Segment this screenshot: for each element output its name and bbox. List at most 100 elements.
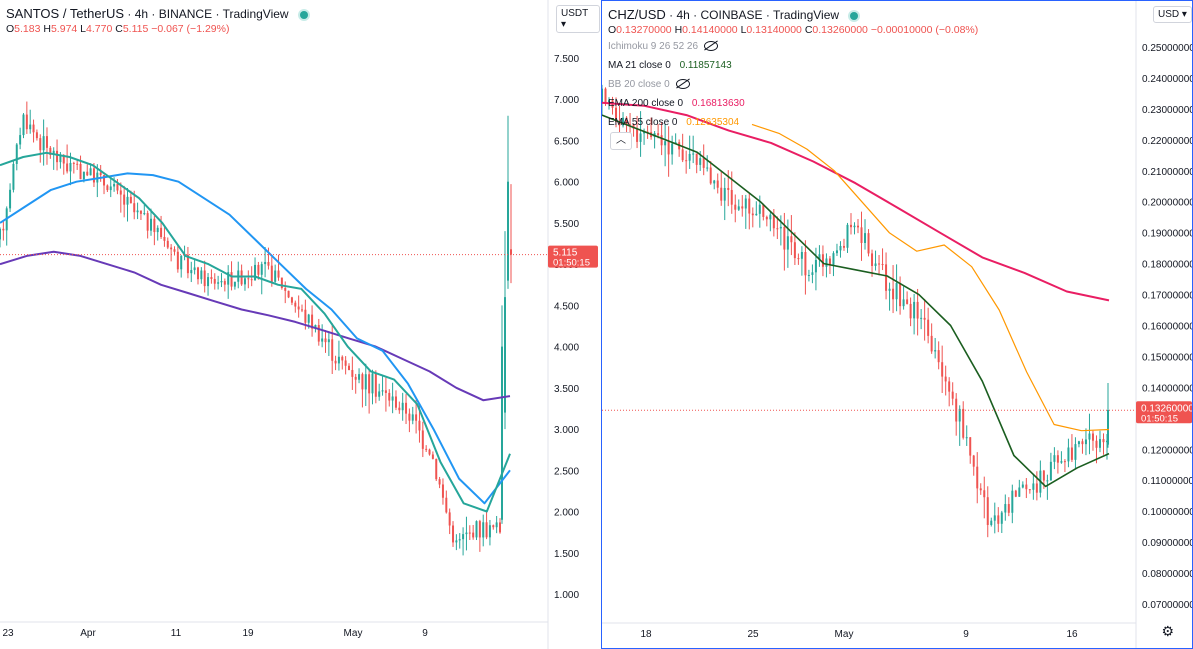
candle-body: [331, 339, 334, 361]
candle-body: [361, 374, 364, 390]
indicator-value: 0.12635304: [683, 117, 740, 128]
left-unit-selector[interactable]: USDT ▾: [556, 5, 600, 33]
candle-body: [317, 325, 320, 342]
candle-body: [608, 100, 611, 103]
right-low: 0.13140000: [746, 24, 802, 36]
candle-body: [233, 281, 236, 287]
candle-body: [727, 187, 730, 190]
candle-body: [207, 277, 210, 287]
candle-body: [478, 521, 481, 538]
candle-body: [786, 236, 789, 250]
indicator-row[interactable]: BB 20 close 0: [608, 79, 690, 90]
candle-body: [284, 288, 287, 291]
gear-icon[interactable]: ⚙: [1161, 623, 1174, 639]
x-tick-label: Apr: [80, 628, 96, 639]
indicator-row[interactable]: Ichimoku 9 26 52 26: [608, 41, 719, 52]
candle-body: [495, 522, 498, 528]
x-tick-label: 9: [963, 629, 969, 640]
x-tick-label: 23: [2, 628, 14, 639]
candle-body: [354, 376, 357, 380]
y-tick-label: 2.500: [554, 466, 579, 477]
y-tick-label: 1.000: [554, 590, 579, 601]
left-chart-pane[interactable]: 7.5007.0006.5006.0005.5005.0004.5004.000…: [0, 0, 600, 649]
indicator-row[interactable]: EMA 55 close 0 0.12635304: [608, 117, 739, 128]
candle-body: [297, 306, 300, 310]
candle-body: [59, 155, 62, 163]
candle-body: [324, 338, 327, 343]
candle-body: [1011, 490, 1014, 513]
candle-body: [35, 132, 38, 139]
candle-body: [455, 540, 458, 543]
right-ohlc: O0.13270000 H0.14140000 L0.13140000 C0.1…: [608, 24, 978, 36]
candle-body: [1046, 480, 1049, 482]
candle-body: [762, 204, 765, 217]
candle-body: [243, 278, 246, 285]
series-line: [0, 172, 511, 505]
hidden-eye-icon[interactable]: [675, 79, 690, 90]
x-tick-label: May: [344, 628, 363, 639]
candle-body: [927, 319, 930, 336]
candle-body: [800, 252, 803, 259]
y-tick-label: 0.11000000: [1142, 476, 1192, 487]
candle-body: [186, 254, 189, 274]
candle-body: [1053, 455, 1056, 462]
last-price-tag: [548, 245, 598, 268]
candle-body: [997, 515, 1000, 524]
candle-body: [143, 213, 146, 215]
left-chart-svg[interactable]: 7.5007.0006.5006.0005.5005.0004.5004.000…: [0, 0, 600, 649]
candle-body: [913, 301, 916, 319]
candle-body: [438, 479, 441, 485]
right-open: 0.13270000: [616, 24, 672, 36]
candle-body: [734, 204, 737, 210]
candle-body: [418, 420, 421, 431]
candle-body: [220, 281, 223, 283]
hidden-eye-icon[interactable]: [704, 41, 719, 52]
candle-body: [334, 360, 337, 364]
candle-body: [1088, 433, 1091, 440]
y-tick-label: 0.25000000: [1142, 43, 1192, 54]
candle-body: [685, 160, 688, 162]
y-tick-label: 1.500: [554, 549, 579, 560]
series-line: [751, 123, 1110, 432]
candle-body: [492, 525, 495, 528]
indicator-name: MA 21 close 0: [608, 60, 671, 71]
right-chart-pane[interactable]: 0.25000000 0.24000000 0.23000000 0.22000000…: [601, 0, 1193, 649]
candle-body: [247, 278, 250, 280]
candle-body: [264, 261, 267, 265]
candle-body: [1074, 444, 1077, 460]
y-tick-label: 0.10000000: [1142, 507, 1192, 518]
candle-body: [1063, 461, 1066, 463]
y-tick-label: 0.08000000: [1142, 569, 1192, 580]
candle-body: [368, 374, 371, 394]
left-h-label: H: [43, 23, 51, 35]
candle-body: [983, 490, 986, 498]
candle-body: [45, 136, 48, 148]
candle-body: [1081, 441, 1084, 445]
candle-body: [250, 279, 253, 281]
candle-body: [314, 325, 317, 329]
candle-body: [811, 272, 814, 275]
y-tick-label: 0.12000000: [1142, 445, 1192, 456]
x-tick-label: May: [835, 629, 854, 640]
right-chart-header: CHZ/USD · 4h · COINBASE · TradingView: [608, 7, 859, 22]
collapse-legend-button[interactable]: ︿: [610, 132, 632, 150]
indicator-row[interactable]: MA 21 close 0 0.11857143: [608, 60, 732, 71]
countdown-label: 01:50:15: [1141, 413, 1178, 424]
y-tick-label: 0.19000000: [1142, 229, 1192, 240]
indicator-row[interactable]: EMA 200 close 0 0.16813630: [608, 98, 745, 109]
right-o-label: O: [608, 24, 617, 36]
candle-body: [1102, 439, 1105, 443]
right-unit-selector[interactable]: USD ▾: [1153, 6, 1192, 23]
y-tick-label: 3.500: [554, 384, 579, 395]
candle-body: [986, 497, 989, 525]
y-tick-label: 5.500: [554, 219, 579, 230]
candle-body: [660, 135, 663, 146]
candle-body: [1098, 439, 1101, 448]
candle-body: [688, 153, 691, 161]
candle-body: [920, 317, 923, 319]
chevron-down-icon: ▾: [1181, 9, 1187, 20]
last-price-label: 5.115: [553, 248, 578, 259]
right-chart-svg[interactable]: 0.25000000 0.24000000 0.23000000 0.22000000…: [602, 1, 1192, 648]
candle-body: [267, 261, 270, 266]
candle-body: [835, 250, 838, 254]
